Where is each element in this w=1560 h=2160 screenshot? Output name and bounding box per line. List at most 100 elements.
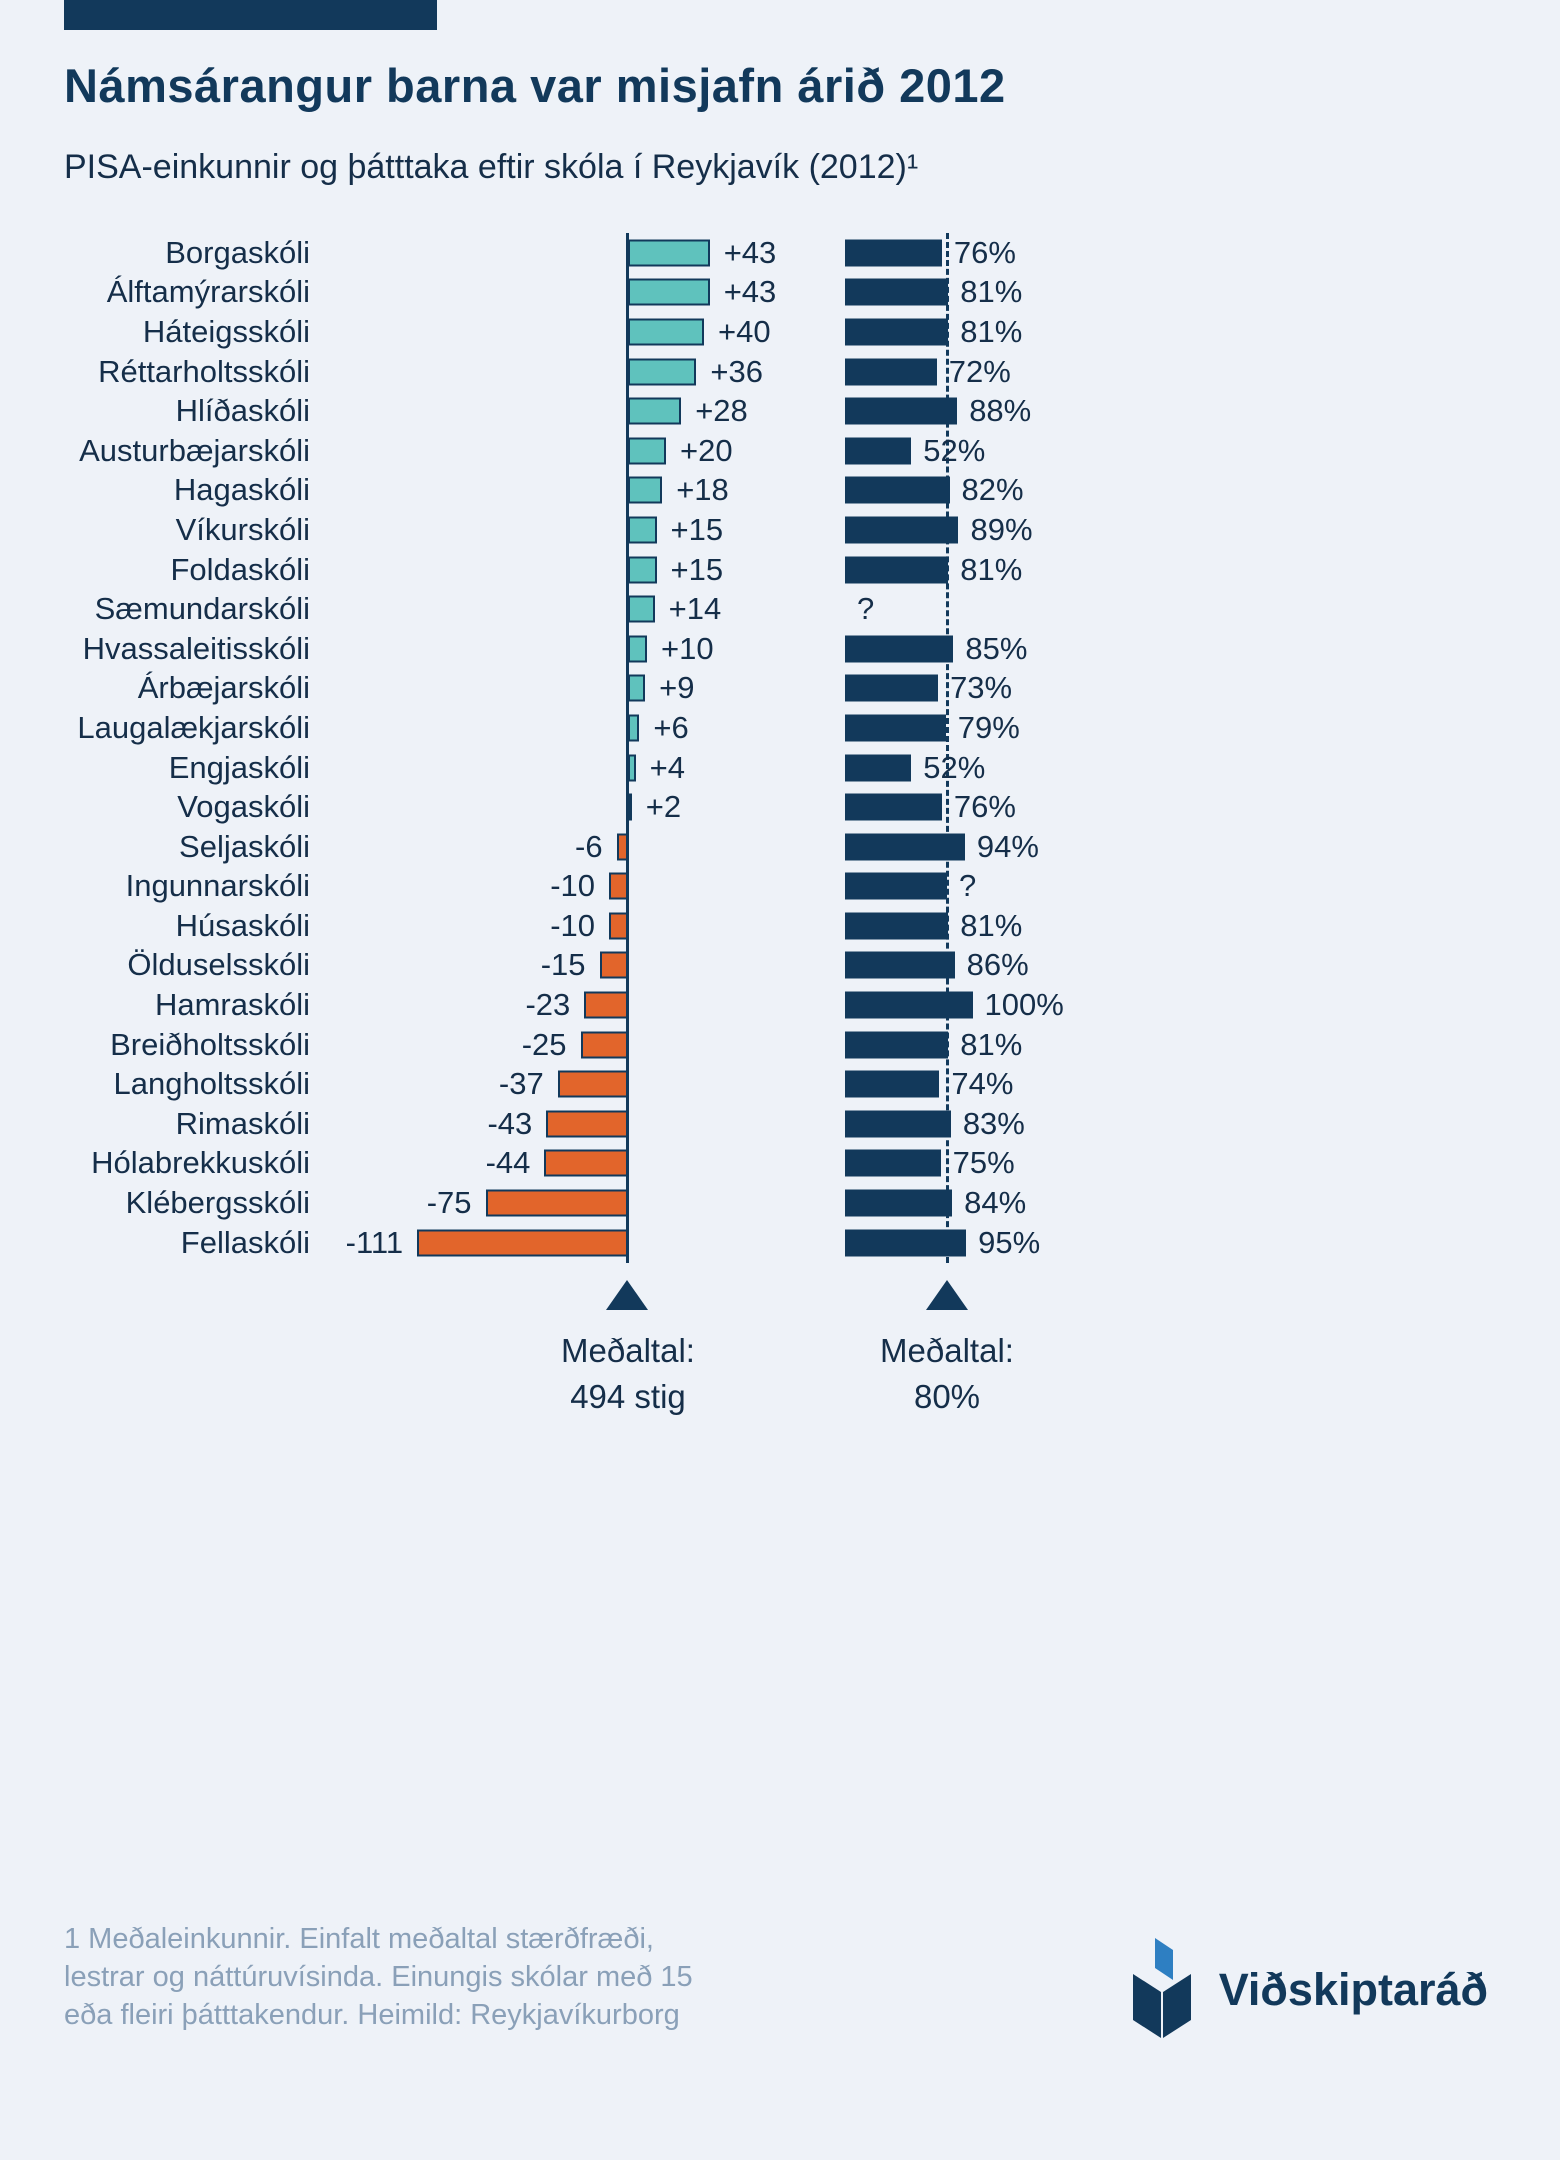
chart-row: Vogaskóli +2 76% xyxy=(0,787,1560,827)
chart-row: Engjaskóli +4 52% xyxy=(0,748,1560,788)
participation-bar-cell: 81% xyxy=(820,550,1560,590)
participation-bar xyxy=(845,1110,951,1138)
school-label: Árbæjarskóli xyxy=(137,670,310,706)
participation-bar-cell: 95% xyxy=(820,1223,1560,1263)
participation-bar-cell: 74% xyxy=(820,1064,1560,1104)
participation-average-label-line2: 80% xyxy=(913,1378,981,1415)
school-label: Engjaskóli xyxy=(168,749,310,785)
chart-row: Fellaskóli -111 95% xyxy=(0,1223,1560,1263)
participation-value-label: 76% xyxy=(953,234,1016,270)
score-bar xyxy=(628,714,640,742)
participation-value-label: 79% xyxy=(957,709,1020,745)
participation-value-label: 73% xyxy=(950,670,1013,706)
score-bar xyxy=(546,1110,628,1138)
participation-bar-cell: 88% xyxy=(820,391,1560,431)
score-value-label: +28 xyxy=(695,393,748,429)
school-label: Ölduselsskóli xyxy=(127,947,310,983)
participation-bar xyxy=(845,1229,967,1257)
participation-bar xyxy=(845,912,949,940)
score-value-label: +6 xyxy=(653,709,689,745)
participation-bar xyxy=(845,1149,941,1177)
participation-value-label: 81% xyxy=(960,907,1023,943)
chart-title: Námsárangur barna var misjafn árið 2012 xyxy=(64,59,1006,112)
school-label: Sæmundarskóli xyxy=(94,591,310,627)
participation-value-label: 74% xyxy=(951,1066,1014,1102)
participation-bar-cell: 81% xyxy=(820,1025,1560,1065)
chart-row: Álftamýrarskóli +43 81% xyxy=(0,273,1560,313)
chart-row: Laugalækjarskóli +6 79% xyxy=(0,708,1560,748)
score-value-label: -10 xyxy=(550,868,595,904)
school-label: Borgaskóli xyxy=(165,234,310,270)
score-bar xyxy=(628,595,655,623)
participation-bar xyxy=(845,991,973,1019)
score-bar xyxy=(628,239,710,267)
chart-row: Hlíðaskóli +28 88% xyxy=(0,391,1560,431)
score-bar xyxy=(628,358,697,386)
score-value-label: +10 xyxy=(661,630,714,666)
school-label: Háteigsskóli xyxy=(142,313,310,349)
score-value-label: +20 xyxy=(680,432,733,468)
score-zero-axis-line xyxy=(626,233,629,1263)
participation-bar-cell: 84% xyxy=(820,1183,1560,1223)
score-bar-cell: +4 xyxy=(310,748,820,788)
score-bar xyxy=(628,674,646,702)
participation-bar xyxy=(845,516,959,544)
chart-row: Ingunnarskóli -10? xyxy=(0,867,1560,907)
participation-bar xyxy=(845,1031,949,1059)
score-bar xyxy=(628,278,710,306)
participation-bar-cell: 72% xyxy=(820,352,1560,392)
participation-bar-cell: ? xyxy=(820,867,1560,907)
school-label: Langholtsskóli xyxy=(113,1066,310,1102)
score-bar xyxy=(417,1229,628,1257)
score-bar xyxy=(628,556,657,584)
chart-row: Hvassaleitisskóli +10 85% xyxy=(0,629,1560,669)
chart-row: Hamraskóli -23 100% xyxy=(0,985,1560,1025)
score-bar xyxy=(580,1031,628,1059)
score-average-label-line1: Meðaltal: xyxy=(561,1332,695,1369)
participation-bar-cell: 83% xyxy=(820,1104,1560,1144)
chart-subtitle: PISA-einkunnir og þátttaka eftir skóla í… xyxy=(64,148,919,186)
participation-bar-cell: 100% xyxy=(820,985,1560,1025)
chart-row: Borgaskóli +43 76% xyxy=(0,233,1560,273)
score-bar-cell: +9 xyxy=(310,669,820,709)
score-bar xyxy=(628,476,663,504)
school-label: Austurbæjarskóli xyxy=(79,432,310,468)
participation-bar xyxy=(845,476,950,504)
chart-row: Seljaskóli -6 94% xyxy=(0,827,1560,867)
score-bar-cell: +20 xyxy=(310,431,820,471)
chart-row: Hólabrekkuskóli -44 75% xyxy=(0,1144,1560,1184)
participation-bar xyxy=(845,239,942,267)
score-bar xyxy=(485,1189,628,1217)
chart-row: Hagaskóli +18 82% xyxy=(0,471,1560,511)
participation-bar xyxy=(845,674,939,702)
score-bar-cell: -43 xyxy=(310,1104,820,1144)
score-bar-cell: +10 xyxy=(310,629,820,669)
participation-bar-cell: 82% xyxy=(820,471,1560,511)
score-bar-cell: -25 xyxy=(310,1025,820,1065)
participation-bar xyxy=(845,278,949,306)
score-value-label: +43 xyxy=(723,274,777,310)
score-value-label: +15 xyxy=(670,551,724,587)
logo-book-icon xyxy=(1132,1938,1191,2038)
participation-bar-cell: 94% xyxy=(820,827,1560,867)
participation-bar-cell: 79% xyxy=(820,708,1560,748)
score-bar-cell: -44 xyxy=(310,1144,820,1184)
participation-bar xyxy=(845,714,946,742)
score-average-label-line2: 494 stig xyxy=(570,1378,686,1415)
chart-row: Árbæjarskóli +9 73% xyxy=(0,669,1560,709)
score-value-label: -25 xyxy=(521,1026,567,1062)
score-bar-cell: -37 xyxy=(310,1064,820,1104)
chart-row: Húsaskóli -10 81% xyxy=(0,906,1560,946)
score-bar xyxy=(557,1070,628,1098)
score-value-label: -75 xyxy=(426,1185,472,1221)
school-label: Hamraskóli xyxy=(154,987,310,1023)
score-bar-cell: +40 xyxy=(310,312,820,352)
chart-row: Réttarholtsskóli +36 72% xyxy=(0,352,1560,392)
school-label: Hagaskóli xyxy=(173,472,310,508)
score-bar-cell: +2 xyxy=(310,787,820,827)
score-bar-cell: +14 xyxy=(310,589,820,629)
score-bar-cell: +6 xyxy=(310,708,820,748)
score-bar xyxy=(628,754,636,782)
school-label: Réttarholtsskóli xyxy=(98,353,310,389)
score-bar xyxy=(599,951,628,979)
